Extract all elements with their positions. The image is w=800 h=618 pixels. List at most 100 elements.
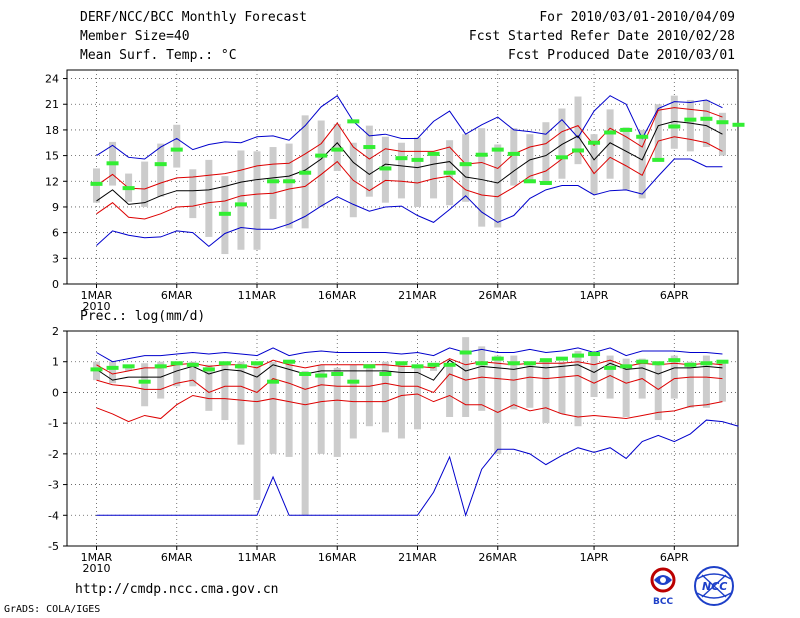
precip-range-box xyxy=(237,361,245,445)
temp-observed-marker xyxy=(716,120,729,125)
precip-range-box xyxy=(141,363,149,407)
temp-observed-marker xyxy=(555,155,568,160)
precip-observed-marker xyxy=(684,362,697,367)
precip-ytick-label: -2 xyxy=(48,448,59,461)
precip-range-box xyxy=(221,361,229,421)
temp-ytick-label: 9 xyxy=(52,201,59,214)
precip-observed-marker xyxy=(539,358,552,363)
temp-range-box xyxy=(702,99,710,148)
precip-year-label: 2010 xyxy=(83,562,111,575)
precip-range-box xyxy=(381,361,389,433)
precip-observed-marker xyxy=(106,365,119,370)
temp-range-box xyxy=(157,143,165,197)
temp-series-upper xyxy=(96,107,723,190)
temp-year-label: 2010 xyxy=(83,300,111,313)
temp-range-box xyxy=(478,128,486,227)
precip-range-box xyxy=(510,355,518,410)
bcc-logo: BCC xyxy=(650,567,676,607)
precip-xtick-label: 6MAR xyxy=(161,551,193,564)
precip-range-box xyxy=(494,355,502,454)
temp-range-box xyxy=(285,143,293,229)
precip-observed-marker xyxy=(636,359,649,364)
temp-observed-marker xyxy=(732,122,745,127)
precip-range-box xyxy=(702,355,710,408)
temp-range-box xyxy=(670,95,678,149)
ncc-logo: NCC xyxy=(694,566,734,606)
precip-observed-marker xyxy=(588,352,601,357)
source-url[interactable]: http://cmdp.ncc.cma.gov.cn xyxy=(75,582,279,597)
temp-observed-marker xyxy=(411,157,424,162)
temp-observed-marker xyxy=(106,161,119,166)
temp-xtick-label: 1MAR xyxy=(81,289,113,302)
precip-observed-marker xyxy=(507,361,520,366)
precip-xtick-label: 26MAR xyxy=(478,551,517,564)
precip-ytick-label: -4 xyxy=(48,509,59,522)
temp-observed-marker xyxy=(572,148,584,153)
temp-range-box xyxy=(542,122,550,182)
precip-observed-marker xyxy=(283,359,296,364)
temp-observed-marker xyxy=(234,202,247,207)
temp-range-box xyxy=(622,127,630,190)
precip-observed-marker xyxy=(186,362,199,367)
temp-observed-marker xyxy=(427,151,440,156)
precip-observed-marker xyxy=(395,361,408,366)
temp-plot-frame xyxy=(66,69,739,285)
temp-range-box xyxy=(718,112,726,156)
precip-observed-marker xyxy=(491,356,504,361)
precip-observed-marker xyxy=(218,361,231,366)
precip-xtick-label: 16MAR xyxy=(318,551,357,564)
precip-xtick-label: 1APR xyxy=(580,551,609,564)
temp-observed-marker xyxy=(347,119,360,124)
temp-range-box xyxy=(141,161,149,207)
precip-range-box xyxy=(478,346,486,411)
precip-range-box xyxy=(414,364,421,430)
temp-xtick-label: 1APR xyxy=(580,289,609,302)
precip-xtick-label: 11MAR xyxy=(238,551,277,564)
precip-range-box xyxy=(670,355,678,399)
temp-range-box xyxy=(414,137,421,207)
precip-observed-marker xyxy=(202,367,215,372)
precip-ytick-label: 0 xyxy=(52,386,59,399)
temp-range-box xyxy=(686,99,694,152)
temp-range-box xyxy=(510,128,518,186)
temp-range-box xyxy=(237,150,245,250)
chart-title: DERF/NCC/BCC Monthly Forecast xyxy=(80,10,307,25)
precip-observed-marker xyxy=(122,364,135,369)
temp-ytick-label: 18 xyxy=(45,124,59,137)
precip-range-box xyxy=(397,361,405,439)
temp-observed-marker xyxy=(588,140,601,145)
precip-ytick-label: -3 xyxy=(48,479,59,492)
temp-range-box xyxy=(430,153,438,199)
temp-ytick-label: 15 xyxy=(45,150,59,163)
temp-observed-marker xyxy=(363,145,376,150)
temp-range-box xyxy=(173,124,181,168)
temp-ytick-label: 24 xyxy=(45,73,59,86)
temp-observed-marker xyxy=(684,117,697,122)
temp-series-mean xyxy=(96,120,723,205)
precip-range-box xyxy=(157,361,165,399)
precip-range-box xyxy=(654,361,662,421)
temp-ytick-label: 6 xyxy=(52,227,59,240)
precip-observed-marker xyxy=(138,379,151,384)
temp-observed-marker xyxy=(379,166,392,171)
precip-observed-marker xyxy=(170,361,183,366)
precip-ytick-label: 1 xyxy=(52,356,59,369)
temp-ytick-label: 0 xyxy=(52,278,59,291)
precip-observed-marker xyxy=(315,373,328,378)
temp-observed-marker xyxy=(154,162,167,167)
temp-observed-marker xyxy=(395,156,408,161)
temp-series-max xyxy=(96,94,723,160)
temp-xtick-label: 16MAR xyxy=(318,289,357,302)
forecast-produced-date: Fcst Produced Date 2010/03/01 xyxy=(508,48,735,63)
temp-range-box xyxy=(558,108,566,179)
precip-range-box xyxy=(269,361,277,454)
precip-observed-marker xyxy=(668,358,681,363)
precip-observed-marker xyxy=(459,350,472,355)
precip-range-box xyxy=(365,364,373,427)
precip-series-mean xyxy=(96,359,723,381)
temp-observed-marker xyxy=(523,179,536,184)
precip-observed-marker xyxy=(347,379,360,384)
precip-range-box xyxy=(718,361,726,402)
temp-ytick-label: 12 xyxy=(45,175,59,188)
temp-range-box xyxy=(253,151,261,250)
